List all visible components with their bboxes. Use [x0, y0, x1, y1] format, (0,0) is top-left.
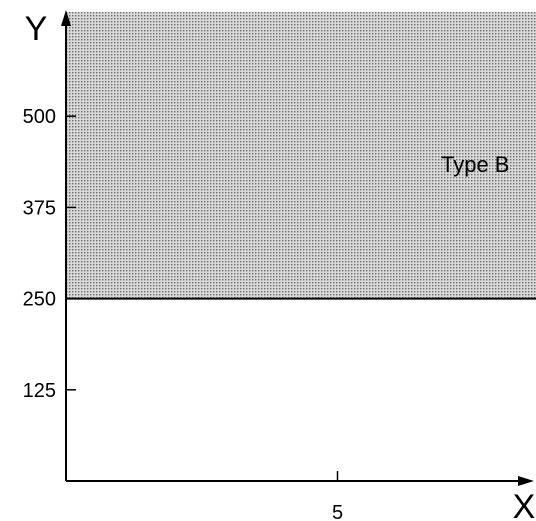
region-layer — [66, 12, 536, 300]
ticks-layer — [66, 115, 339, 481]
y-tick-label-250: 250 — [23, 289, 56, 311]
y-axis-label: Y — [25, 10, 48, 48]
x-axis-label: X — [513, 488, 536, 521]
y-tick-label-125: 125 — [23, 380, 56, 402]
region-type-b-fill — [66, 12, 536, 299]
axes-layer — [61, 10, 534, 486]
labels-layer: Type B5101520125250375500YX — [23, 10, 536, 521]
x-axis-arrow — [518, 476, 534, 486]
y-axis-arrow — [61, 10, 71, 26]
y-tick-label-375: 375 — [23, 197, 56, 219]
x-tick-label-5: 5 — [332, 502, 343, 521]
region-label-type-b: Type B — [441, 152, 509, 177]
y-tick-label-500: 500 — [23, 106, 56, 128]
